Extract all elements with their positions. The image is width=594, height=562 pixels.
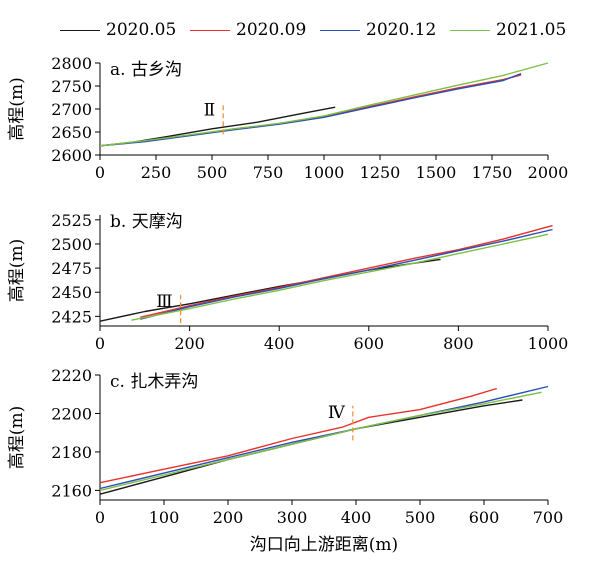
x-tick-label: 500 xyxy=(405,508,436,527)
panel-1: 0 250 500 750 1000 1250 1500 1750 2000 2600 2650 27… xyxy=(7,54,568,182)
x-tick-label: 750 xyxy=(253,163,284,182)
y-tick-label: 2600 xyxy=(51,146,92,165)
legend-label: 2020.09 xyxy=(236,20,307,40)
x-tick-label: 1250 xyxy=(360,163,401,182)
series-line-2020-12 xyxy=(140,228,553,320)
x-tick-label: 1000 xyxy=(528,334,569,353)
x-tick-label: 300 xyxy=(277,508,308,527)
legend-swatch xyxy=(320,29,360,31)
x-tick-label: 400 xyxy=(264,334,295,353)
y-tick-label: 2200 xyxy=(51,404,92,423)
y-tick-label: 2220 xyxy=(51,366,92,385)
legend-label: 2021.05 xyxy=(496,20,567,40)
series-line-2020-05 xyxy=(99,399,523,495)
legend-item-2020-05: 2020.05 xyxy=(60,20,176,40)
legend-item-2021-05: 2021.05 xyxy=(450,20,566,40)
legend-swatch xyxy=(190,29,230,31)
x-axis-title: 沟口向上游距离(m) xyxy=(250,535,398,555)
panel-title: a. 古乡沟 xyxy=(110,60,182,80)
series-line-2021-05 xyxy=(99,391,542,492)
y-axis-title: 高程(m) xyxy=(7,77,27,140)
y-tick-label: 2475 xyxy=(51,259,92,278)
x-tick-label: 0 xyxy=(95,334,105,353)
y-tick-label: 2750 xyxy=(51,77,92,96)
x-tick-label: 1750 xyxy=(472,163,513,182)
legend-label: 2020.05 xyxy=(106,20,177,40)
x-tick-label: 1000 xyxy=(304,163,345,182)
y-tick-label: 2525 xyxy=(51,211,92,230)
series-line-2020-12 xyxy=(99,385,549,490)
x-tick-label: 200 xyxy=(174,334,205,353)
x-tick-label: 0 xyxy=(95,163,105,182)
y-axis-title: 高程(m) xyxy=(7,406,27,469)
series-line-2020-09 xyxy=(140,224,553,318)
x-tick-label: 700 xyxy=(533,508,564,527)
legend-swatch xyxy=(60,29,100,31)
series-line-2021-05 xyxy=(131,233,549,321)
y-tick-label: 2160 xyxy=(51,481,92,500)
legend-swatch xyxy=(450,29,490,31)
panel-2: 0 200 400 600 800 1000 2425 2450 2475 2500 2525 高程(… xyxy=(7,211,568,353)
y-axis-title: 高程(m) xyxy=(7,239,27,302)
y-tick-label: 2425 xyxy=(51,307,92,326)
legend-item-2020-09: 2020.09 xyxy=(190,20,306,40)
legend-label: 2020.12 xyxy=(366,20,437,40)
x-tick-label: 800 xyxy=(443,334,474,353)
series-line-2020-05 xyxy=(99,106,336,147)
x-tick-label: 1500 xyxy=(416,163,457,182)
x-tick-label: 100 xyxy=(149,508,180,527)
y-tick-label: 2450 xyxy=(51,283,92,302)
x-tick-label: 200 xyxy=(213,508,244,527)
panel-title: c. 扎木弄沟 xyxy=(110,372,198,392)
x-tick-label: 0 xyxy=(95,508,105,527)
series-line-2020-09 xyxy=(99,387,498,484)
section-marker-label: Ⅳ xyxy=(328,403,346,423)
x-tick-label: 500 xyxy=(197,163,228,182)
x-tick-label: 2000 xyxy=(528,163,569,182)
panel-3: 0 100 200 300 400 500 600 700 2160 2180 2200 2220 高程… xyxy=(7,366,563,555)
panel-title: b. 天摩沟 xyxy=(110,212,183,232)
y-tick-label: 2180 xyxy=(51,443,92,462)
legend: 2020.05 2020.09 2020.12 2021.05 xyxy=(0,0,594,40)
series-line-2021-05 xyxy=(99,62,549,147)
y-tick-label: 2700 xyxy=(51,100,92,119)
section-marker-label: Ⅲ xyxy=(156,292,172,312)
x-tick-label: 250 xyxy=(141,163,172,182)
section-marker-label: Ⅱ xyxy=(204,100,216,120)
y-tick-label: 2650 xyxy=(51,123,92,142)
x-tick-label: 600 xyxy=(469,508,500,527)
series-line-2020-12 xyxy=(99,72,522,147)
x-tick-label: 600 xyxy=(354,334,385,353)
y-tick-label: 2800 xyxy=(51,54,92,73)
x-tick-label: 400 xyxy=(341,508,372,527)
y-tick-label: 2500 xyxy=(51,235,92,254)
legend-item-2020-12: 2020.12 xyxy=(320,20,436,40)
